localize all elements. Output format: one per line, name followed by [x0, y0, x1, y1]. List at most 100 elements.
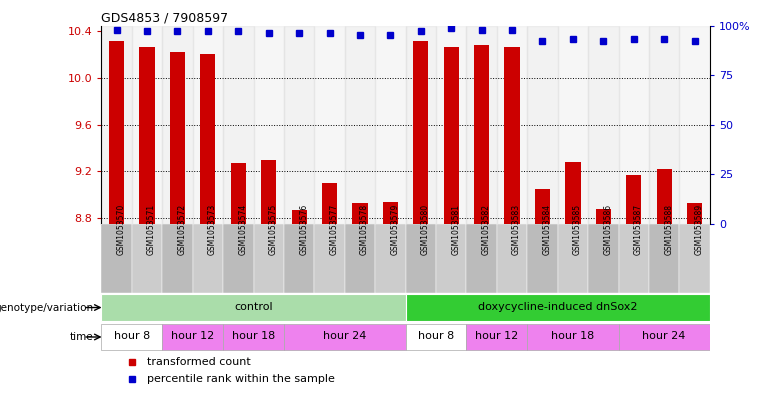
Text: GSM1053570: GSM1053570 — [117, 204, 126, 255]
Bar — [254, 26, 284, 224]
Bar — [626, 175, 641, 224]
Bar — [466, 324, 527, 350]
Text: hour 24: hour 24 — [643, 331, 686, 342]
Text: GSM1053582: GSM1053582 — [482, 204, 491, 255]
Text: GSM1053587: GSM1053587 — [634, 204, 643, 255]
Bar — [375, 26, 406, 224]
Bar — [406, 324, 466, 350]
Text: time: time — [70, 332, 94, 342]
Bar — [101, 294, 406, 321]
Text: hour 18: hour 18 — [232, 331, 275, 342]
Text: control: control — [234, 302, 273, 312]
Bar — [292, 210, 307, 224]
Bar — [200, 53, 215, 224]
Bar — [649, 26, 679, 224]
Text: GSM1053586: GSM1053586 — [604, 204, 612, 255]
Bar — [558, 26, 588, 224]
Bar — [284, 224, 314, 293]
Bar — [649, 224, 679, 293]
Bar — [223, 26, 254, 224]
Text: GSM1053574: GSM1053574 — [239, 204, 247, 255]
Text: GSM1053583: GSM1053583 — [512, 204, 521, 255]
Text: GSM1053572: GSM1053572 — [178, 204, 186, 255]
Bar — [679, 26, 710, 224]
Bar — [132, 224, 162, 293]
Text: GSM1053576: GSM1053576 — [300, 204, 308, 255]
Bar — [527, 26, 558, 224]
Bar — [284, 324, 406, 350]
Bar — [413, 41, 428, 224]
Text: GSM1053589: GSM1053589 — [695, 204, 704, 255]
Bar — [162, 324, 223, 350]
Bar — [619, 26, 649, 224]
Bar — [193, 224, 223, 293]
Text: GSM1053588: GSM1053588 — [665, 204, 673, 255]
Bar — [101, 224, 132, 293]
Bar — [497, 26, 527, 224]
Text: hour 18: hour 18 — [551, 331, 594, 342]
Text: hour 12: hour 12 — [475, 331, 519, 342]
Bar — [505, 46, 519, 224]
Bar — [101, 324, 162, 350]
Bar — [170, 52, 185, 224]
Bar — [444, 46, 459, 224]
Bar — [231, 163, 246, 224]
Bar — [353, 203, 367, 224]
Bar — [679, 224, 710, 293]
Bar — [687, 203, 702, 224]
Text: hour 8: hour 8 — [114, 331, 150, 342]
Bar — [162, 26, 193, 224]
Bar — [558, 224, 588, 293]
Text: percentile rank within the sample: percentile rank within the sample — [147, 374, 335, 384]
Bar — [261, 160, 276, 224]
Bar — [566, 162, 580, 224]
Bar — [140, 46, 154, 224]
Bar — [314, 26, 345, 224]
Bar — [193, 26, 223, 224]
Bar — [497, 224, 527, 293]
Bar — [383, 202, 398, 224]
Text: hour 8: hour 8 — [418, 331, 454, 342]
Bar — [223, 224, 254, 293]
Bar — [466, 224, 497, 293]
Bar — [223, 324, 284, 350]
Bar — [474, 46, 489, 224]
Bar — [588, 224, 619, 293]
Bar — [619, 324, 710, 350]
Text: GDS4853 / 7908597: GDS4853 / 7908597 — [101, 11, 229, 24]
Bar — [535, 189, 550, 224]
Bar — [162, 224, 193, 293]
Bar — [284, 26, 314, 224]
Bar — [466, 26, 497, 224]
Bar — [406, 224, 436, 293]
Bar — [345, 26, 375, 224]
Bar — [406, 294, 710, 321]
Bar — [101, 26, 132, 224]
Bar — [527, 224, 558, 293]
Bar — [322, 183, 337, 224]
Text: GSM1053580: GSM1053580 — [421, 204, 430, 255]
Text: genotype/variation: genotype/variation — [0, 303, 94, 312]
Bar — [596, 209, 611, 224]
Bar — [109, 41, 124, 224]
Bar — [375, 224, 406, 293]
Text: GSM1053575: GSM1053575 — [268, 204, 278, 255]
Bar — [254, 224, 284, 293]
Text: GSM1053578: GSM1053578 — [360, 204, 369, 255]
Text: doxycycline-induced dnSox2: doxycycline-induced dnSox2 — [478, 302, 637, 312]
Text: GSM1053573: GSM1053573 — [207, 204, 217, 255]
Text: GSM1053585: GSM1053585 — [573, 204, 582, 255]
Text: GSM1053581: GSM1053581 — [452, 204, 460, 255]
Text: GSM1053579: GSM1053579 — [391, 204, 399, 255]
Bar — [657, 169, 672, 224]
Text: hour 12: hour 12 — [171, 331, 214, 342]
Bar — [132, 26, 162, 224]
Text: GSM1053577: GSM1053577 — [330, 204, 339, 255]
Text: GSM1053571: GSM1053571 — [147, 204, 156, 255]
Text: hour 24: hour 24 — [323, 331, 367, 342]
Bar — [314, 224, 345, 293]
Bar — [619, 224, 649, 293]
Bar — [345, 224, 375, 293]
Bar — [406, 26, 436, 224]
Bar — [588, 26, 619, 224]
